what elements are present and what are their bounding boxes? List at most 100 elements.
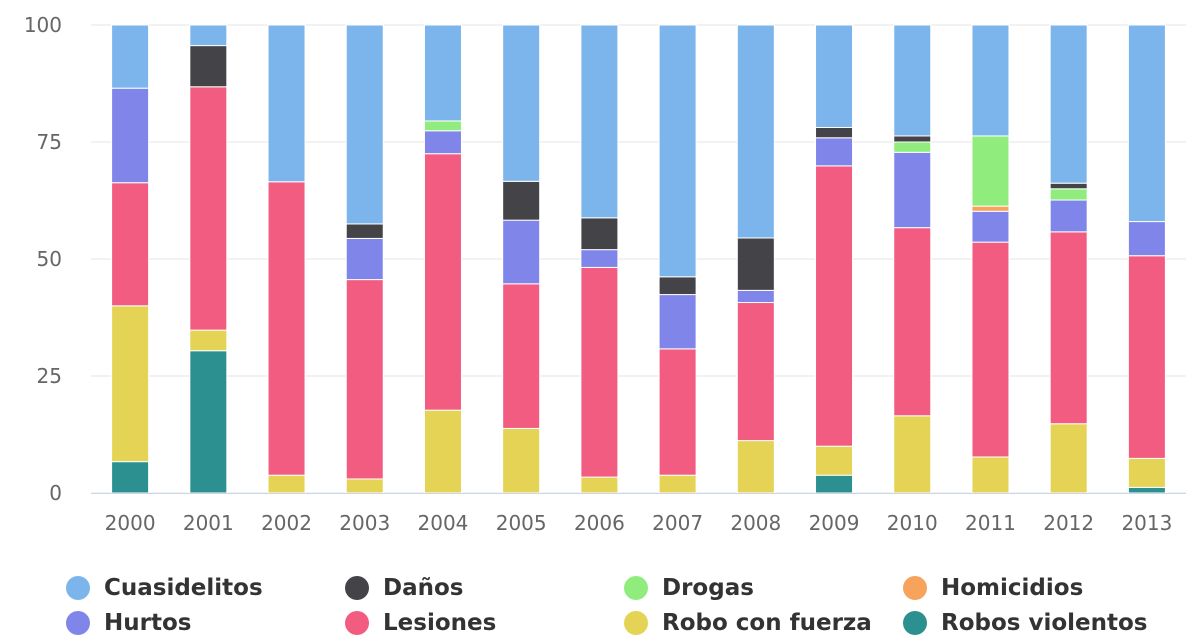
bar-segment-2010-robo-con-fuerza[interactable]: [893, 415, 932, 494]
bar-segment-2000-lesiones[interactable]: [111, 182, 150, 307]
legend-label: Drogas: [662, 575, 754, 601]
legend-label: Robos violentos: [941, 610, 1148, 636]
bar-segment-2003-robo-con-fuerza[interactable]: [345, 478, 384, 494]
bar-segment-2007-cuasidelitos[interactable]: [658, 24, 697, 278]
bar-segment-2011-robo-con-fuerza[interactable]: [971, 456, 1010, 494]
bar-segment-2011-lesiones[interactable]: [971, 241, 1010, 458]
bar-segment-2003-lesiones[interactable]: [345, 279, 384, 480]
bar-segment-2012-cuasidelitos[interactable]: [1049, 24, 1088, 184]
y-tick-label: 0: [49, 481, 62, 505]
bar-segment-2002-robo-con-fuerza[interactable]: [267, 474, 306, 494]
bar-segment-2010-lesiones[interactable]: [893, 227, 932, 417]
bar-segment-2003-da-os[interactable]: [345, 223, 384, 239]
bar-segment-2005-cuasidelitos[interactable]: [502, 24, 541, 182]
bar-segment-2009-cuasidelitos[interactable]: [815, 24, 854, 128]
bar-segment-2001-robos-violentos[interactable]: [189, 350, 228, 494]
x-tick-label: 2006: [574, 511, 625, 535]
bar-segment-2004-hurtos[interactable]: [423, 130, 462, 155]
legend-item-homicidios[interactable]: Homicidios: [903, 573, 1083, 603]
legend-label: Homicidios: [941, 575, 1084, 601]
legend-item-robo-con-fuerza[interactable]: Robo con fuerza: [624, 608, 872, 638]
bar-segment-2002-lesiones[interactable]: [267, 181, 306, 476]
bar-segment-2005-hurtos[interactable]: [502, 219, 541, 285]
bar-segment-2012-drogas[interactable]: [1049, 188, 1088, 201]
legend-item-cuasidelitos[interactable]: Cuasidelitos: [66, 573, 263, 603]
bar-segment-2006-robo-con-fuerza[interactable]: [580, 476, 619, 494]
bar-segment-2007-hurtos[interactable]: [658, 294, 697, 350]
bar-segment-2001-cuasidelitos[interactable]: [189, 24, 228, 47]
bar-segment-2008-robo-con-fuerza[interactable]: [736, 440, 775, 494]
bar-segment-2010-drogas[interactable]: [893, 141, 932, 153]
bar-segment-2009-lesiones[interactable]: [815, 165, 854, 447]
bar-segment-2000-robos-violentos[interactable]: [111, 461, 150, 494]
bar-segment-2008-lesiones[interactable]: [736, 302, 775, 442]
legend-swatch-drogas: [624, 576, 648, 600]
bar-segment-2008-hurtos[interactable]: [736, 289, 775, 304]
y-tick-label: 75: [37, 130, 62, 154]
bar-segment-2005-robo-con-fuerza[interactable]: [502, 427, 541, 494]
bar-segment-2010-hurtos[interactable]: [893, 151, 932, 229]
bar-segment-2013-cuasidelitos[interactable]: [1127, 24, 1166, 223]
bar-segment-2006-hurtos[interactable]: [580, 249, 619, 268]
bar-segment-2006-lesiones[interactable]: [580, 266, 619, 478]
bar-segment-2006-da-os[interactable]: [580, 217, 619, 251]
legend-label: Hurtos: [104, 610, 192, 636]
legend-item-drogas[interactable]: Drogas: [624, 573, 754, 603]
legend-label: Daños: [383, 575, 464, 601]
bar-segment-2013-robos-violentos[interactable]: [1127, 486, 1166, 494]
x-tick-label: 2009: [809, 511, 860, 535]
bar-segment-2007-da-os[interactable]: [658, 276, 697, 296]
x-tick-label: 2013: [1121, 511, 1172, 535]
bar-segment-2004-drogas[interactable]: [423, 120, 462, 132]
bar-segment-2012-da-os[interactable]: [1049, 182, 1088, 190]
bar-segment-2004-cuasidelitos[interactable]: [423, 24, 462, 122]
y-tick-label: 25: [37, 364, 62, 388]
bar-segment-2013-lesiones[interactable]: [1127, 255, 1166, 459]
bar-segment-2011-homicidios[interactable]: [971, 205, 1010, 212]
bar-segment-2012-lesiones[interactable]: [1049, 231, 1088, 425]
bar-segment-2007-lesiones[interactable]: [658, 348, 697, 476]
bar-segment-2005-lesiones[interactable]: [502, 283, 541, 429]
bar-segment-2001-robo-con-fuerza[interactable]: [189, 329, 228, 352]
bar-segment-2012-robo-con-fuerza[interactable]: [1049, 423, 1088, 494]
legend-swatch-cuasidelitos: [66, 576, 90, 600]
bar-segment-2013-robo-con-fuerza[interactable]: [1127, 457, 1166, 488]
legend-swatch-homicidios: [903, 576, 927, 600]
bar-segment-2009-robo-con-fuerza[interactable]: [815, 445, 854, 476]
bar-segment-2008-cuasidelitos[interactable]: [736, 24, 775, 239]
x-tick-label: 2003: [339, 511, 390, 535]
x-tick-label: 2012: [1043, 511, 1094, 535]
legend-swatch-robo-con-fuerza: [624, 611, 648, 635]
x-tick-label: 2005: [496, 511, 547, 535]
bar-segment-2009-hurtos[interactable]: [815, 137, 854, 167]
bar-segment-2010-cuasidelitos[interactable]: [893, 24, 932, 137]
legend-item-lesiones[interactable]: Lesiones: [345, 608, 496, 638]
legend-item-hurtos[interactable]: Hurtos: [66, 608, 191, 638]
bar-segment-2011-hurtos[interactable]: [971, 210, 1010, 243]
bar-segment-2013-hurtos[interactable]: [1127, 221, 1166, 257]
bar-segment-2011-drogas[interactable]: [971, 135, 1010, 207]
bar-segment-2000-robo-con-fuerza[interactable]: [111, 305, 150, 463]
bar-segment-2002-cuasidelitos[interactable]: [267, 24, 306, 183]
bar-segment-2004-robo-con-fuerza[interactable]: [423, 409, 462, 494]
bar-segment-2001-lesiones[interactable]: [189, 86, 228, 331]
bar-segment-2003-cuasidelitos[interactable]: [345, 24, 384, 225]
bar-segment-2005-da-os[interactable]: [502, 180, 541, 221]
bar-segment-2010-da-os[interactable]: [893, 135, 932, 143]
stacked-bar-chart: 0 25 50 75 100 2000 2001 2002 2003 2004 2005 2006 20…: [24, 13, 1186, 535]
bar-segment-2011-cuasidelitos[interactable]: [971, 24, 1010, 137]
bar-segment-2007-robo-con-fuerza[interactable]: [658, 474, 697, 494]
x-tick-label: 2007: [652, 511, 703, 535]
bar-segment-2004-lesiones[interactable]: [423, 153, 462, 411]
bar-segment-2006-cuasidelitos[interactable]: [580, 24, 619, 219]
bar-segment-2009-robos-violentos[interactable]: [815, 474, 854, 494]
legend-item-danos[interactable]: Daños: [345, 573, 463, 603]
bar-segment-2000-cuasidelitos[interactable]: [111, 24, 150, 89]
bar-segment-2001-da-os[interactable]: [189, 45, 228, 88]
legend-item-robos-violentos[interactable]: Robos violentos: [903, 608, 1148, 638]
bar-segment-2000-hurtos[interactable]: [111, 87, 150, 184]
bar-segment-2009-da-os[interactable]: [815, 126, 854, 139]
bar-segment-2012-hurtos[interactable]: [1049, 199, 1088, 233]
bar-segment-2003-hurtos[interactable]: [345, 237, 384, 281]
bar-segment-2008-da-os[interactable]: [736, 237, 775, 291]
